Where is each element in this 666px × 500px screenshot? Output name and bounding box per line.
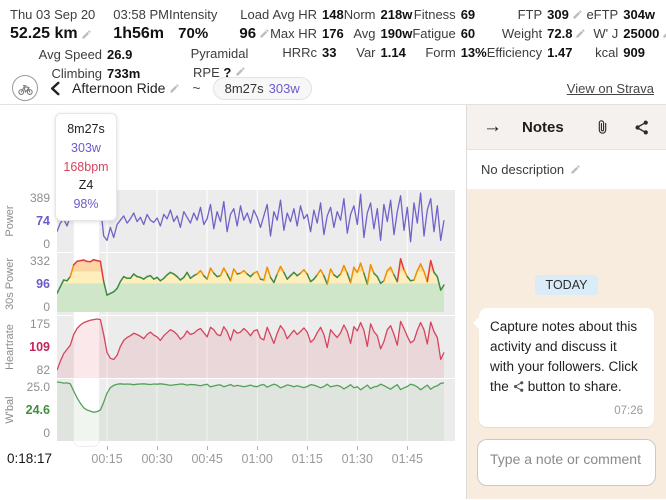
wbal-axis-label: W'bal: [4, 396, 16, 424]
edit-icon[interactable]: [662, 28, 666, 39]
avg-speed-value: 26.9: [107, 47, 133, 62]
time-axis: 0:18:17 00:15 00:30 00:45 01:00 01:15 01:30 01…: [7, 442, 455, 472]
collapse-arrow-icon[interactable]: →: [483, 116, 502, 137]
activity-stats-bar: Thu 03 Sep 20 03:58 PM 52.25 km 1h56m Av…: [0, 0, 666, 81]
share-icon: [513, 381, 524, 392]
bike-icon: [12, 75, 38, 101]
distance-value: 52.25 km: [10, 25, 95, 43]
activity-start-time: 03:58 PM: [113, 7, 169, 22]
intensity-value: 70%: [178, 25, 209, 42]
description-row: No description: [467, 150, 666, 189]
heartrate-axis-label: Heartrate: [4, 324, 16, 370]
x-tick-label: 01:30: [341, 452, 373, 466]
tooltip-percent: 98%: [73, 197, 99, 211]
stats-group-power: Norm 218w Avg 190w Var 1.14: [343, 7, 413, 60]
tooltip-zone: Z4: [78, 178, 94, 193]
x-tick-mark: [357, 446, 359, 450]
power-chart-row: Power 389 74 0: [0, 190, 455, 252]
climbing-value: 733m: [107, 66, 141, 81]
view-on-strava-link[interactable]: View on Strava: [566, 80, 654, 96]
power-profile: Pyramidal: [190, 46, 249, 61]
activity-title: Afternoon Ride: [72, 80, 180, 96]
system-message-bubble: Capture notes about this activity and di…: [473, 308, 654, 427]
stats-group-fitness: Fitness 69 Fatigue 60 Form 13%: [412, 7, 487, 60]
x-tick-mark: [157, 446, 159, 450]
today-date-badge: TODAY: [534, 275, 599, 296]
avg-speed-label: Avg Speed: [38, 47, 103, 62]
x-tick-mark: [307, 446, 309, 450]
activity-date: Thu 03 Sep 20: [10, 7, 96, 22]
heartrate-chart-row: Heartrate 175 109 82: [0, 316, 455, 378]
wbal-chart-canvas[interactable]: [57, 379, 455, 441]
tilde-separator: ~: [192, 80, 201, 96]
x-tick-label: 01:45: [391, 452, 423, 466]
edit-icon[interactable]: [572, 9, 583, 20]
edit-icon[interactable]: [570, 164, 581, 175]
chart-stack: Power 389 74 0 30s Power 332 96 0: [0, 190, 455, 447]
x-tick-mark: [407, 446, 409, 450]
selected-interval-pill[interactable]: 8m27s 303w: [212, 76, 312, 100]
share-icon[interactable]: [633, 119, 650, 136]
power30s-y-axis: 332 96 0: [29, 254, 50, 314]
heartrate-y-axis: 175 109 82: [29, 317, 50, 377]
power30s-chart-row: 30s Power 332 96 0: [0, 253, 455, 315]
tooltip-power: 303w: [71, 140, 101, 155]
power-axis-label: Power: [4, 205, 16, 237]
cursor-time-label: 0:18:17: [7, 451, 53, 466]
stats-group-eftp: eFTP 304w W' J 25000 kcal 909: [586, 7, 666, 70]
edit-icon[interactable]: [81, 29, 92, 40]
back-chevron-icon[interactable]: [50, 81, 60, 96]
message-timestamp: 07:26: [614, 404, 643, 417]
edit-icon[interactable]: [169, 83, 180, 94]
heartrate-chart-canvas[interactable]: [57, 316, 455, 378]
stats-group-hr: Avg HR 148 Max HR 176 HRRc 33: [270, 7, 344, 60]
climbing-label: Climbing: [51, 66, 103, 81]
edit-icon[interactable]: [575, 28, 586, 39]
power30s-axis-label: 30s Power: [4, 258, 16, 310]
stats-group-ftp: FTP 309 Weight 72.8 Efficiency 1.47: [487, 7, 587, 70]
rpe-row: RPE ?: [193, 65, 246, 80]
stats-group-summary: Thu 03 Sep 20 03:58 PM 52.25 km 1h56m Av…: [10, 7, 169, 81]
power-y-axis: 389 74 0: [29, 191, 50, 251]
x-tick-mark: [107, 446, 109, 450]
notes-title: Notes: [522, 118, 564, 136]
wbal-y-axis: 25.0 24.6 0: [25, 380, 50, 440]
x-tick-mark: [257, 446, 259, 450]
activity-title-bar: Afternoon Ride ~ 8m27s 303w View on Stra…: [0, 72, 666, 105]
load-label: Load: [240, 7, 270, 22]
notes-chat-area: TODAY Capture notes about this activity …: [467, 189, 666, 499]
x-tick-label: 00:45: [191, 452, 223, 466]
edit-icon[interactable]: [235, 66, 246, 77]
note-comment-input[interactable]: [477, 439, 656, 486]
tooltip-hr: 168bpm: [63, 159, 109, 174]
x-tick-label: 00:30: [141, 452, 173, 466]
x-tick-mark: [207, 446, 209, 450]
charts-panel: 8m27s 303w 168bpm Z4 98% Power 389 74 0: [0, 105, 466, 499]
attachment-icon[interactable]: [594, 118, 611, 137]
x-tick-label: 01:15: [291, 452, 323, 466]
tooltip-duration: 8m27s: [67, 122, 105, 136]
intensity-label: Intensity: [168, 7, 218, 22]
notes-header: → Notes: [467, 105, 666, 150]
wbal-chart-row: W'bal 25.0 24.6 0: [0, 379, 455, 441]
stats-group-intensity: Intensity Load 70% 96 Pyramidal RPE ?: [168, 7, 270, 80]
edit-icon[interactable]: [259, 28, 270, 39]
power30s-chart-canvas[interactable]: [57, 253, 455, 315]
description-text: No description: [481, 162, 565, 177]
load-value: 96: [239, 25, 270, 42]
x-tick-label: 01:00: [241, 452, 273, 466]
duration-value: 1h56m: [113, 25, 164, 42]
selected-interval-band[interactable]: [73, 190, 100, 447]
interval-tooltip: 8m27s 303w 168bpm Z4 98%: [55, 113, 117, 221]
x-tick-label: 00:15: [91, 452, 123, 466]
notes-panel: → Notes No description TODAY Capture not…: [466, 105, 666, 499]
